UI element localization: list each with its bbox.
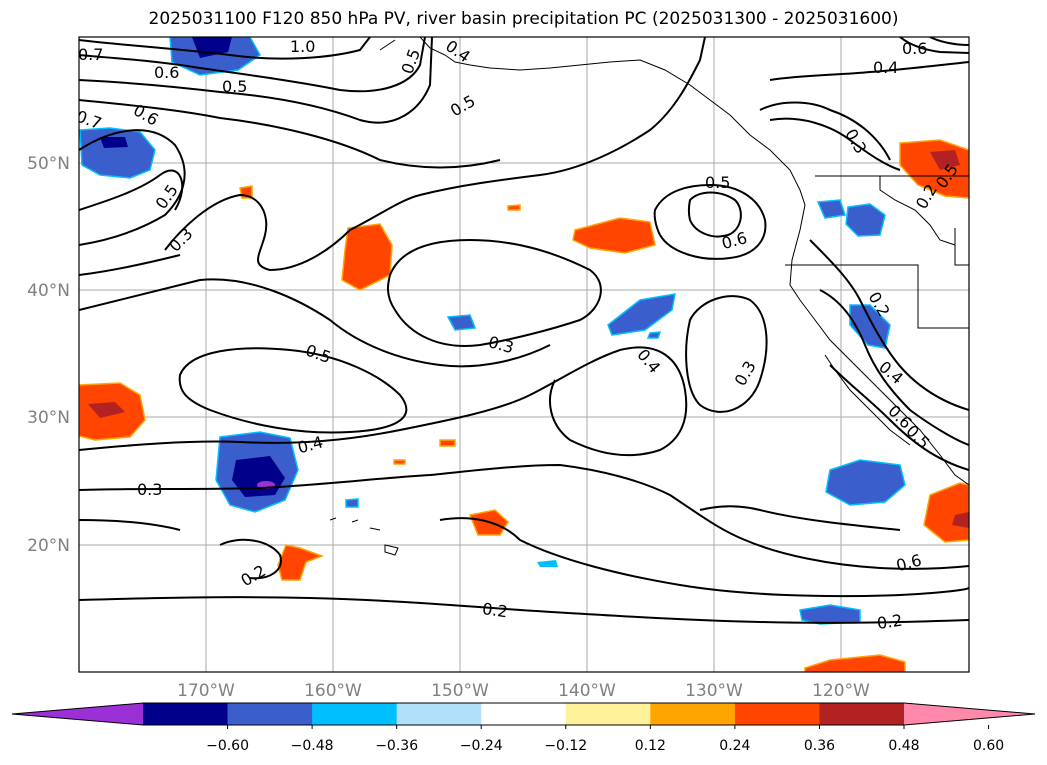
- contour-label: 0.2: [481, 599, 509, 621]
- colorbar-tick-label: −0.36: [375, 738, 418, 754]
- contour-label: 0.3: [137, 480, 162, 499]
- colorbar-cell: [227, 703, 313, 725]
- colorbar-cell: [565, 703, 651, 725]
- colorbar-tick-label: 0.36: [804, 738, 835, 754]
- lat-label-30n: 30°N: [27, 408, 70, 428]
- colorbar-cell: [734, 703, 820, 725]
- lon-label-170w: 170°W: [177, 681, 235, 701]
- lon-label-160w: 160°W: [304, 681, 362, 701]
- precip-patches: [79, 37, 969, 672]
- colorbar-cell: [819, 703, 905, 725]
- map-area: 0.7 0.6 1.0 0.5 0.4 0.5 0.5 0.4 0.6 0.7 …: [78, 37, 969, 672]
- colorbar-tick-label: −0.60: [206, 738, 249, 754]
- colorbar-tick-label: 0.12: [635, 738, 666, 754]
- colorbar-tick-label: 0.60: [973, 738, 1004, 754]
- contour-label: 0.5: [705, 173, 730, 192]
- lat-label-40n: 40°N: [27, 281, 70, 301]
- lat-label-50n: 50°N: [27, 154, 70, 174]
- lon-label-150w: 150°W: [431, 681, 489, 701]
- map-title: 2025031100 F120 850 hPa PV, river basin …: [148, 9, 899, 29]
- lon-label-140w: 140°W: [558, 681, 616, 701]
- colorbar-cell: [312, 703, 398, 725]
- contour-label: 0.5: [222, 77, 247, 96]
- contour-label: 0.2: [876, 611, 904, 633]
- colorbar-tick-label: −0.12: [544, 738, 587, 754]
- pv-contours: [79, 37, 969, 624]
- latitude-labels: 50°N 40°N 30°N 20°N: [27, 154, 70, 556]
- map-frame: [78, 36, 970, 673]
- colorbar-tick-label: 0.48: [888, 738, 919, 754]
- contour-label: 1.0: [290, 37, 315, 56]
- colorbar-tick-label: 0.24: [719, 738, 750, 754]
- lat-label-20n: 20°N: [27, 536, 70, 556]
- longitude-labels: 170°W 160°W 150°W 140°W 130°W 120°W: [177, 681, 870, 701]
- colorbar-extend-min: [12, 703, 143, 725]
- colorbar-cell: [396, 703, 482, 725]
- colorbar-cell: [650, 703, 736, 725]
- colorbar: −0.60 −0.48 −0.36 −0.24 −0.12 0.12 0.24 0.36 0.4…: [11, 702, 1036, 754]
- colorbar-extend-max: [904, 703, 1035, 725]
- colorbar-tick-label: −0.24: [460, 738, 503, 754]
- lon-label-120w: 120°W: [812, 681, 870, 701]
- contour-label: 0.7: [78, 45, 103, 64]
- colorbar-tick-label: −0.48: [291, 738, 334, 754]
- contour-label: 0.6: [154, 63, 179, 82]
- colorbar-cell: [143, 703, 229, 725]
- contour-label: 0.4: [873, 58, 898, 77]
- colorbar-cell: [481, 703, 567, 725]
- contour-label: 0.6: [902, 39, 927, 58]
- lon-label-130w: 130°W: [685, 681, 743, 701]
